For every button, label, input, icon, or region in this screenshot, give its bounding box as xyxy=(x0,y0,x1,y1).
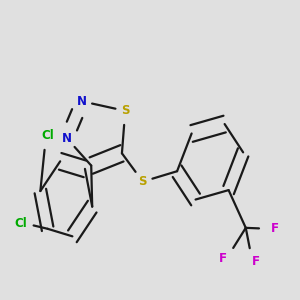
Text: F: F xyxy=(252,255,260,268)
Text: Cl: Cl xyxy=(14,217,27,230)
Text: N: N xyxy=(62,132,72,145)
Text: Cl: Cl xyxy=(41,129,54,142)
Text: F: F xyxy=(219,252,227,265)
Text: S: S xyxy=(139,175,147,188)
Text: N: N xyxy=(77,95,87,108)
Text: F: F xyxy=(271,222,279,235)
Text: S: S xyxy=(121,104,130,117)
